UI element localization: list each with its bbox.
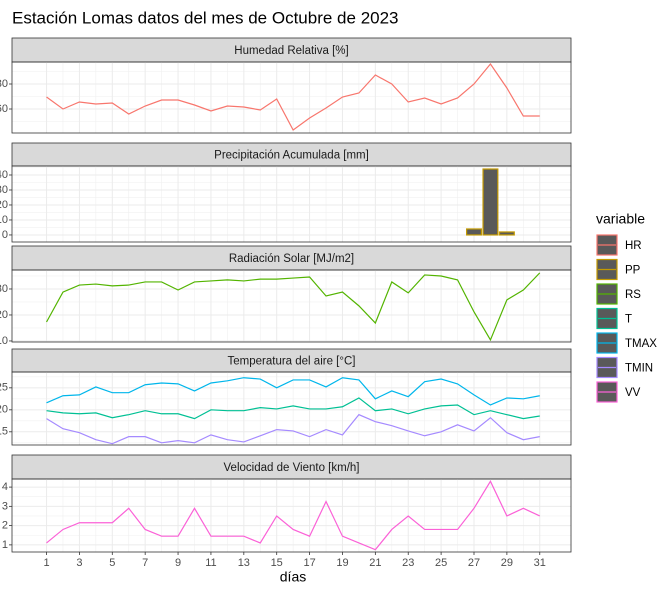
y-tick-label: 3	[2, 500, 8, 512]
strip	[11, 37, 572, 63]
y-tick-label: 25	[0, 382, 8, 394]
panel-border	[11, 269, 572, 343]
panel-border	[11, 371, 572, 446]
y-tick-label: 60	[0, 103, 8, 115]
y-tick-label: 30	[0, 283, 8, 295]
strip-title: Velocidad de Viento [km/h]	[224, 462, 360, 474]
x-tick-label: 31	[534, 557, 546, 569]
line	[46, 63, 540, 131]
line	[46, 272, 541, 342]
strip-title: Precipitación Acumulada [mm]	[214, 150, 369, 162]
x-tick-label: 27	[468, 557, 480, 569]
y-tick-label: 40	[0, 169, 8, 181]
x-tick-label: 19	[336, 557, 348, 569]
line	[46, 377, 540, 406]
y-tick-label: 2	[2, 520, 8, 532]
x-tick-label: 7	[142, 557, 148, 569]
legend-label: RS	[625, 289, 641, 301]
strip-title: Temperatura del aire [°C]	[228, 356, 356, 368]
x-tick-label: 3	[76, 557, 82, 569]
y-tick-label: 10	[0, 214, 8, 226]
strip	[11, 454, 572, 480]
x-tick-label: 17	[303, 557, 315, 569]
y-tick-label: 4	[2, 481, 8, 493]
legend-label: HR	[625, 240, 642, 252]
legend-label: T	[625, 314, 632, 326]
strip-title: Humedad Relativa [%]	[234, 45, 348, 57]
x-tick-label: 21	[369, 557, 381, 569]
y-tick-label: 80	[0, 78, 8, 90]
x-tick-label: 23	[402, 557, 414, 569]
y-tick-label: 1	[2, 539, 8, 551]
x-tick-label: 13	[238, 557, 250, 569]
strip-title: Radiación Solar [MJ/m2]	[229, 253, 354, 265]
x-tick-label: 9	[175, 557, 181, 569]
line	[46, 413, 540, 445]
x-tick-label: 5	[109, 557, 115, 569]
line	[46, 480, 541, 551]
legend-title: variable	[596, 211, 645, 227]
panel-border	[11, 165, 572, 243]
legend-label: TMAX	[625, 338, 657, 350]
y-tick-label: 30	[0, 184, 8, 196]
bar	[498, 231, 515, 236]
panel-border	[11, 61, 572, 134]
strip	[11, 245, 572, 271]
x-tick-label: 1	[43, 557, 49, 569]
x-axis-label: días	[280, 569, 306, 585]
y-tick-label: 0	[2, 229, 8, 241]
chart-title: Estación Lomas datos del mes de Octubre …	[12, 8, 399, 27]
y-tick-label: 20	[0, 404, 8, 416]
panel-border	[11, 478, 572, 553]
legend-label: VV	[625, 387, 641, 399]
x-tick-label: 11	[205, 557, 216, 569]
x-tick-label: 15	[271, 557, 283, 569]
y-tick-label: 20	[0, 309, 8, 321]
legend-label: TMIN	[625, 363, 653, 375]
y-tick-label: 15	[0, 426, 8, 438]
y-tick-label: 10	[0, 335, 8, 347]
y-tick-label: 20	[0, 199, 8, 211]
legend-label: PP	[625, 265, 641, 277]
bar	[465, 228, 482, 236]
x-tick-label: 25	[435, 557, 447, 569]
line	[46, 397, 540, 420]
x-tick-label: 29	[501, 557, 513, 569]
bar	[482, 168, 499, 236]
